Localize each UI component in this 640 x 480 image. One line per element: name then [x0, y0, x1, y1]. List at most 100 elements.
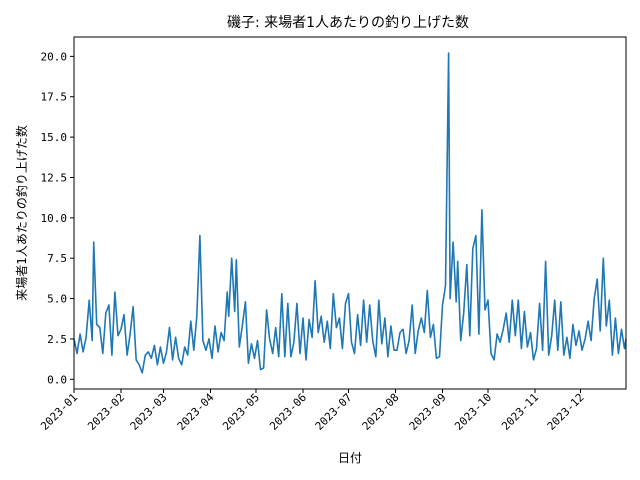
- data-point: [159, 346, 161, 348]
- data-point: [502, 328, 504, 330]
- data-point: [569, 357, 571, 359]
- data-point: [256, 339, 258, 341]
- data-point: [526, 346, 528, 348]
- data-point: [532, 359, 534, 361]
- data-point: [411, 304, 413, 306]
- data-point: [452, 241, 454, 243]
- data-point: [466, 264, 468, 266]
- data-point: [449, 297, 451, 299]
- data-point: [268, 338, 270, 340]
- data-point: [602, 257, 604, 259]
- data-point: [347, 293, 349, 295]
- data-point: [265, 309, 267, 311]
- y-axis-label: 来場者1人あたりの釣り上げた数: [14, 125, 29, 301]
- data-point: [338, 317, 340, 319]
- data-point: [575, 344, 577, 346]
- data-point: [144, 354, 146, 356]
- data-point: [390, 325, 392, 327]
- data-point: [457, 260, 459, 262]
- data-point: [593, 297, 595, 299]
- data-point: [231, 257, 233, 259]
- data-point: [581, 349, 583, 351]
- data-point: [105, 312, 107, 314]
- data-point: [584, 338, 586, 340]
- data-point: [344, 302, 346, 304]
- data-point: [168, 326, 170, 328]
- data-point: [323, 341, 325, 343]
- data-point: [362, 299, 364, 301]
- data-point: [335, 326, 337, 328]
- data-point: [193, 349, 195, 351]
- data-point: [284, 356, 286, 358]
- data-point: [138, 364, 140, 366]
- data-point: [120, 328, 122, 330]
- data-point: [396, 349, 398, 351]
- data-point: [402, 328, 404, 330]
- data-point: [305, 359, 307, 361]
- data-point: [538, 302, 540, 304]
- data-point: [228, 315, 230, 317]
- y-tick-label: 5.0: [47, 293, 67, 306]
- data-point: [244, 301, 246, 303]
- data-point: [520, 347, 522, 349]
- data-point: [608, 299, 610, 301]
- data-point: [529, 331, 531, 333]
- y-tick-label: 10.0: [41, 212, 68, 225]
- data-point: [444, 285, 446, 287]
- data-point: [408, 339, 410, 341]
- data-point: [460, 339, 462, 341]
- data-point: [617, 352, 619, 354]
- data-point: [208, 338, 210, 340]
- data-point: [287, 302, 289, 304]
- data-point: [238, 346, 240, 348]
- data-point: [487, 299, 489, 301]
- data-point: [181, 364, 183, 366]
- data-point: [329, 347, 331, 349]
- data-point: [187, 354, 189, 356]
- data-point: [205, 349, 207, 351]
- x-tick-label: 2023-08: [360, 391, 402, 433]
- x-tick-label: 2023-12: [545, 391, 587, 433]
- data-point: [508, 341, 510, 343]
- data-point: [150, 357, 152, 359]
- data-point: [493, 359, 495, 361]
- data-point: [611, 354, 613, 356]
- data-point: [505, 312, 507, 314]
- data-point: [76, 352, 78, 354]
- data-point: [184, 346, 186, 348]
- data-point: [381, 343, 383, 345]
- data-point: [560, 301, 562, 303]
- data-point: [587, 320, 589, 322]
- data-point: [153, 344, 155, 346]
- y-tick-label: 17.5: [41, 91, 68, 104]
- data-point: [211, 357, 213, 359]
- data-point: [432, 323, 434, 325]
- data-point: [320, 315, 322, 317]
- data-point: [114, 291, 116, 293]
- data-point: [199, 234, 201, 236]
- data-point: [253, 357, 255, 359]
- y-tick-label: 12.5: [41, 171, 68, 184]
- plot-area: [73, 52, 627, 374]
- data-point: [126, 354, 128, 356]
- data-point: [399, 331, 401, 333]
- data-point: [372, 339, 374, 341]
- x-axis-label: 日付: [338, 451, 362, 465]
- data-point: [278, 356, 280, 358]
- data-point: [499, 341, 501, 343]
- data-point: [384, 317, 386, 319]
- data-point: [293, 341, 295, 343]
- data-point: [551, 335, 553, 337]
- data-point: [250, 343, 252, 345]
- x-axis: 2023-01 2023-02 2023-03 2023-04 2023-05 2023-…: [38, 389, 587, 433]
- data-point: [623, 347, 625, 349]
- data-point: [259, 368, 261, 370]
- data-point: [234, 310, 236, 312]
- data-point: [599, 330, 601, 332]
- data-point: [162, 362, 164, 364]
- data-point: [79, 333, 81, 335]
- data-point: [147, 351, 149, 353]
- plot-frame: [73, 36, 627, 390]
- data-point: [350, 341, 352, 343]
